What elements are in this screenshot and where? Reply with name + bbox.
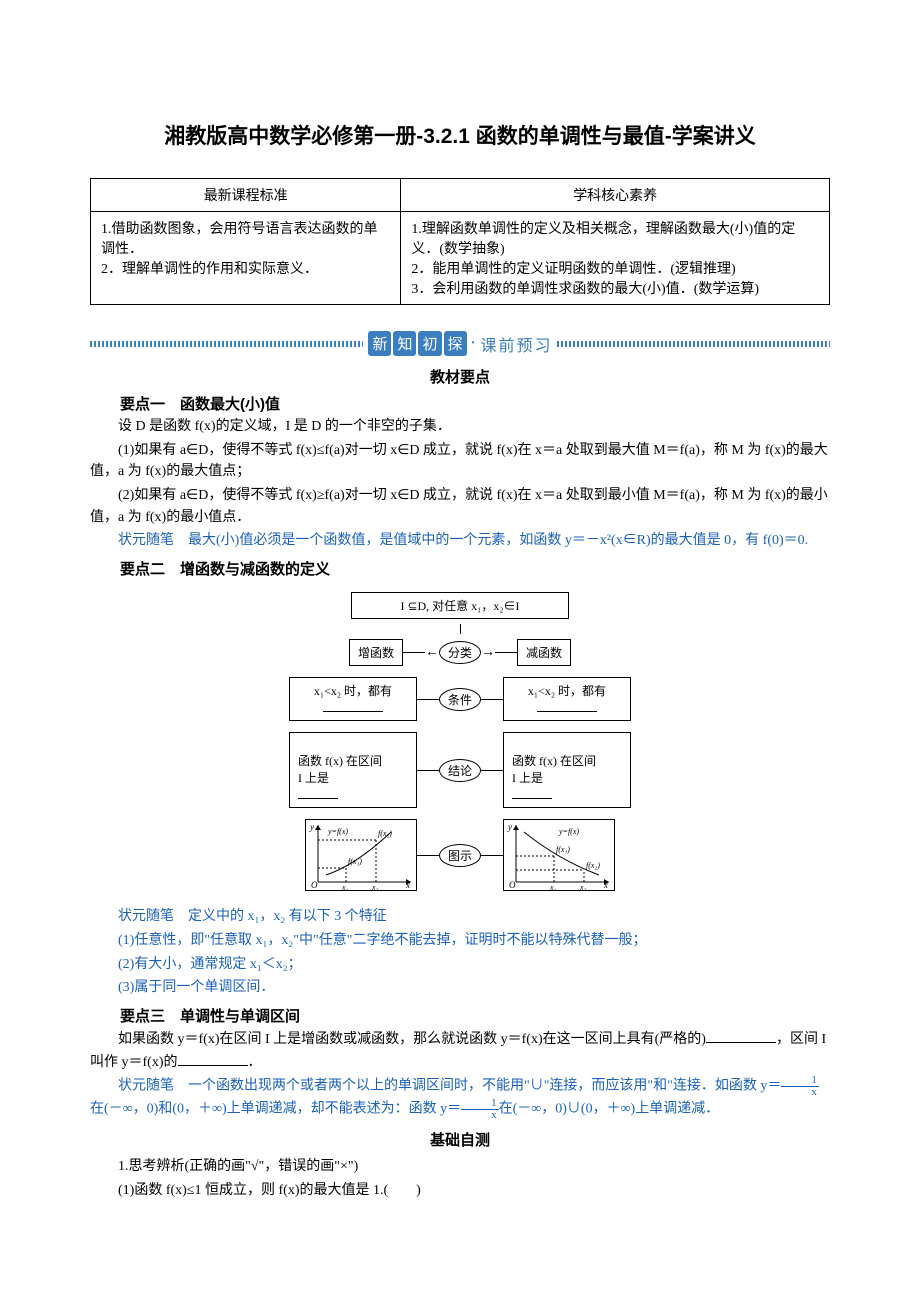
banner-char: 知: [393, 331, 416, 356]
selftest-1a: (1)函数 f(x)≤1 恒成立，则 f(x)的最大值是 1.( ): [90, 1180, 830, 1202]
point3-heading: 要点三 单调性与单调区间: [90, 1005, 830, 1026]
table-header-left: 最新课程标准: [91, 179, 401, 212]
svg-text:y: y: [309, 822, 314, 832]
table-cell-right: 1.理解函数单调性的定义及相关概念，理解函数最大(小)值的定义．(数学抽象) 2…: [401, 212, 830, 305]
diagram-inc: 增函数: [349, 639, 403, 666]
diagram-chart-inc: y x O x₁ x₂ f(x₁) f(x₂) y=f(x): [305, 819, 417, 891]
p1-note: 状元随笔 最大(小)值必须是一个函数值，是值域中的一个元素，如函数 y＝－x²(…: [90, 530, 830, 552]
svg-text:x₂: x₂: [371, 883, 379, 890]
diagram-concl-left-text: 函数 f(x) 在区间 I 上是: [298, 754, 382, 785]
svg-text:O: O: [509, 880, 516, 890]
banner-char: 初: [418, 331, 441, 356]
point1-heading: 要点一 函数最大(小)值: [90, 393, 830, 414]
banner-char: 新: [368, 331, 391, 356]
banner-rule-right: [557, 341, 830, 347]
svg-text:O: O: [311, 880, 318, 890]
svg-text:f(x₁): f(x₁): [348, 857, 362, 866]
banner-sep: ·: [471, 335, 476, 352]
p3-pre: 如果函数 y＝f(x)在区间 I 上是增函数或减函数，那么就说函数 y＝f(x)…: [118, 1032, 706, 1047]
svg-text:x₂: x₂: [579, 883, 587, 890]
diagram-cond-right: x₁<x₂ 时，都有: [503, 677, 631, 721]
section-banner: 新 知 初 探 · 课前预习: [90, 331, 830, 356]
svg-text:y: y: [507, 822, 512, 832]
diagram-illus-label: 图示: [439, 844, 481, 867]
standards-table: 最新课程标准 学科核心素养 1.借助函数图象，会用符号语言表达函数的单调性． 2…: [90, 178, 830, 305]
p3-line: 如果函数 y＝f(x)在区间 I 上是增函数或减函数，那么就说函数 y＝f(x)…: [90, 1028, 830, 1073]
banner-tail: 课前预习: [481, 332, 553, 356]
p1-line-a: 设 D 是函数 f(x)的定义域，I 是 D 的一个非空的子集．: [90, 416, 830, 438]
p1-line-b: (1)如果有 a∈D，使得不等式 f(x)≤f(a)对一切 x∈D 成立，就说 …: [90, 440, 830, 483]
diagram-dec: 减函数: [517, 639, 571, 666]
table-cell-left: 1.借助函数图象，会用符号语言表达函数的单调性． 2．理解单调性的作用和实际意义…: [91, 212, 401, 305]
diagram-top: I ⊆D, 对任意 x₁，x₂∈I: [351, 592, 569, 619]
svg-text:x₁: x₁: [549, 883, 557, 890]
monotonic-diagram: I ⊆D, 对任意 x₁，x₂∈I 增函数 ← 分类 → 减函数 x₁<x₂ 时…: [90, 587, 830, 896]
diagram-concl-right: 函数 f(x) 在区间 I 上是: [503, 732, 631, 808]
svg-text:f(x₁): f(x₁): [556, 845, 570, 854]
diagram-cond-label: 条件: [439, 688, 481, 711]
p2-note-c: (2)有大小，通常规定 x₁＜x₂；: [90, 954, 830, 976]
point2-heading: 要点二 增函数与减函数的定义: [90, 558, 830, 579]
diagram-cond-right-text: x₁<x₂ 时，都有: [528, 684, 606, 698]
banner-char: 探: [444, 331, 467, 356]
svg-text:x₁: x₁: [341, 883, 349, 890]
banner-rule-left: [90, 341, 363, 347]
selftest-heading: 基础自测: [90, 1129, 830, 1150]
diagram-class-label: 分类: [439, 641, 481, 664]
diagram-cond-left-text: x₁<x₂ 时，都有: [314, 684, 392, 698]
svg-text:f(x₂): f(x₂): [378, 829, 392, 838]
p2-note-d: (3)属于同一个单调区间．: [90, 977, 830, 999]
p2-note-b: (1)任意性，即"任意取 x₁，x₂"中"任意"二字绝不能去掉，证明时不能以特殊…: [90, 930, 830, 952]
table-header-right: 学科核心素养: [401, 179, 830, 212]
svg-text:f(x₂): f(x₂): [586, 861, 600, 870]
diagram-concl-left: 函数 f(x) 在区间 I 上是: [289, 732, 417, 808]
svg-text:y=f(x): y=f(x): [558, 827, 579, 836]
svg-text:x: x: [405, 880, 410, 890]
p2-note-a: 状元随笔 定义中的 x₁，x₂ 有以下 3 个特征: [90, 906, 830, 928]
diagram-chart-dec: y x O x₁ x₂ f(x₁) f(x₂) y=f(x): [503, 819, 615, 891]
diagram-concl-right-text: 函数 f(x) 在区间 I 上是: [512, 754, 596, 785]
page-title: 湘教版高中数学必修第一册-3.2.1 函数的单调性与最值-学案讲义: [90, 120, 830, 150]
selftest-1: 1.思考辨析(正确的画"√"，错误的画"×"): [90, 1156, 830, 1178]
p3-note: 状元随笔 一个函数出现两个或者两个以上的单调区间时，不能用"∪"连接，而应该用"…: [90, 1075, 830, 1121]
diagram-cond-left: x₁<x₂ 时，都有: [289, 677, 417, 721]
kyd-heading: 教材要点: [90, 366, 830, 387]
p3-end: ．: [248, 1055, 262, 1070]
svg-text:x: x: [603, 880, 608, 890]
svg-text:y=f(x): y=f(x): [327, 827, 348, 836]
p1-line-c: (2)如果有 a∈D，使得不等式 f(x)≥f(a)对一切 x∈D 成立，就说 …: [90, 485, 830, 528]
diagram-concl-label: 结论: [439, 759, 481, 782]
